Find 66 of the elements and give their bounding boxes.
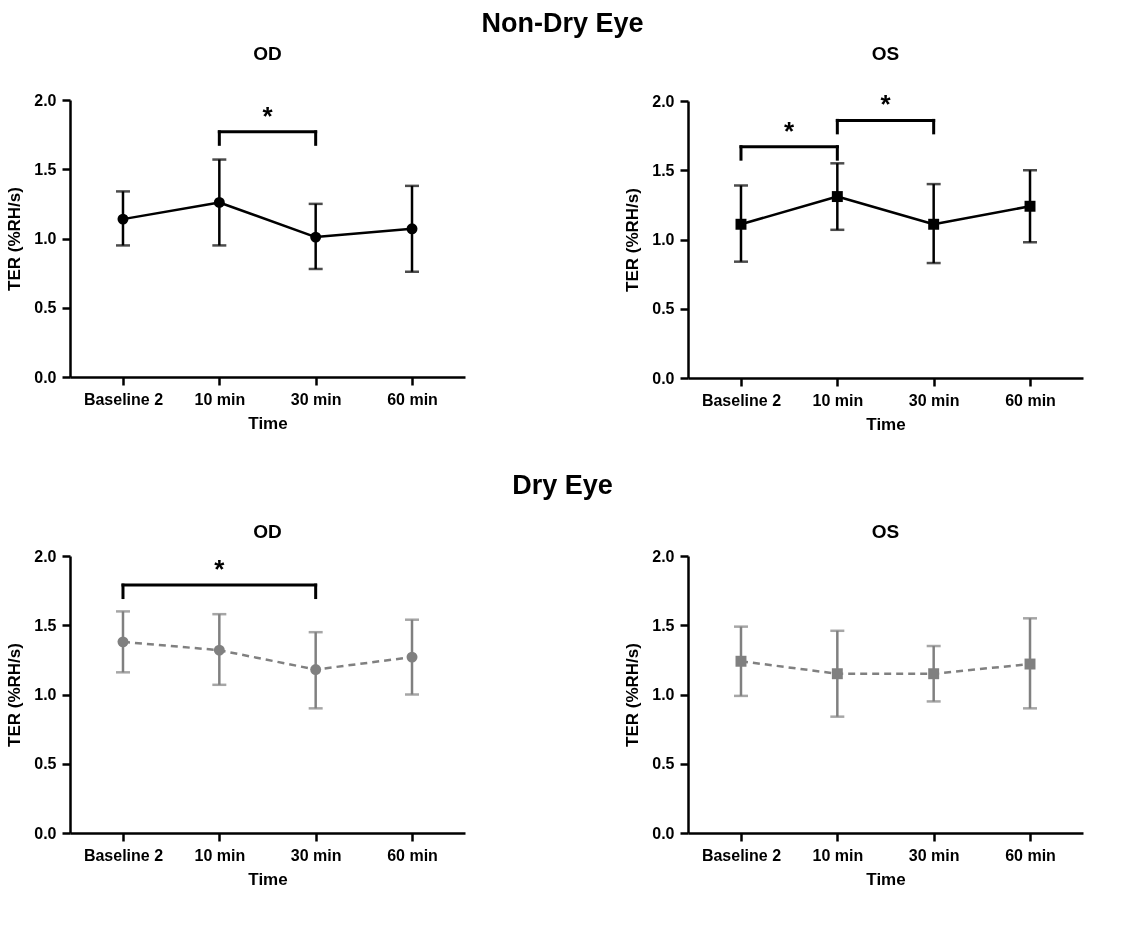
x-tick-label: 10 min [812, 391, 864, 409]
y-axis-title: TER (%RH/s) [5, 643, 25, 747]
annotation: * [262, 100, 274, 131]
x-tick-label: Baseline 2 [701, 391, 782, 409]
annotation: * [784, 115, 796, 146]
point [310, 231, 322, 243]
chart-title: OS [871, 43, 900, 65]
point [406, 651, 418, 663]
annotation: * [880, 89, 892, 120]
point [831, 191, 843, 203]
point [117, 636, 129, 648]
y-tick-label: 0.0 [652, 369, 675, 387]
y-tick-label: 1.5 [34, 616, 57, 634]
x-tick-label: 60 min [387, 390, 438, 408]
chart-title: OD [253, 521, 282, 542]
point [1024, 200, 1036, 212]
point [117, 213, 129, 225]
text: Non-Dry Eye [480, 7, 645, 40]
y-tick-label: 0.5 [652, 755, 675, 773]
annotation: * [214, 554, 226, 585]
point [735, 218, 747, 230]
x-tick-label: Baseline 2 [83, 390, 164, 408]
x-tick-label: 60 min [1005, 391, 1056, 409]
y-axis-title: TER (%RH/s) [623, 188, 643, 292]
text: Dry Eye [511, 469, 614, 502]
x-tick-label: Baseline 2 [701, 846, 782, 864]
y-tick-label: 0.5 [34, 755, 57, 773]
point [213, 644, 225, 656]
x-tick-label: 30 min [290, 846, 342, 864]
y-tick-label: 1.0 [34, 686, 57, 703]
y-tick-label: 1.5 [652, 616, 675, 634]
x-tick-label: 30 min [290, 390, 342, 408]
point [213, 197, 225, 208]
x-tick-label: 10 min [194, 390, 246, 408]
x-axis-title: Time [248, 869, 288, 889]
y-tick-label: 1.0 [34, 230, 57, 247]
x-tick-label: 30 min [908, 846, 960, 864]
x-tick-label: 10 min [194, 846, 246, 864]
y-tick-label: 1.0 [652, 231, 675, 248]
y-tick-label: 0.0 [652, 824, 675, 842]
y-tick-label: 2.0 [652, 92, 675, 110]
x-tick-label: 30 min [908, 391, 960, 409]
x-axis-title: Time [248, 413, 288, 433]
x-tick-label: 60 min [387, 846, 438, 864]
y-tick-label: 1.5 [652, 161, 675, 179]
point [928, 218, 940, 230]
point [406, 223, 418, 235]
chart-title: OD [253, 43, 282, 64]
y-axis-title: TER (%RH/s) [623, 643, 643, 747]
y-tick-label: 1.0 [652, 686, 675, 703]
y-tick-label: 0.0 [34, 368, 57, 386]
y-tick-label: 2.0 [34, 547, 57, 565]
x-axis-title: Time [866, 869, 906, 889]
x-tick-label: 10 min [812, 846, 864, 864]
y-tick-label: 1.5 [34, 160, 57, 178]
x-tick-label: Baseline 2 [83, 846, 164, 864]
y-tick-label: 2.0 [652, 547, 675, 565]
y-tick-label: 0.0 [34, 824, 57, 842]
y-tick-label: 0.5 [652, 300, 675, 318]
chart-title: OS [871, 521, 900, 542]
y-tick-label: 2.0 [34, 91, 57, 109]
x-tick-label: 60 min [1005, 846, 1056, 864]
x-axis-title: Time [866, 414, 906, 434]
y-axis-title: TER (%RH/s) [5, 187, 25, 291]
point [310, 664, 322, 676]
y-tick-label: 0.5 [34, 299, 57, 317]
